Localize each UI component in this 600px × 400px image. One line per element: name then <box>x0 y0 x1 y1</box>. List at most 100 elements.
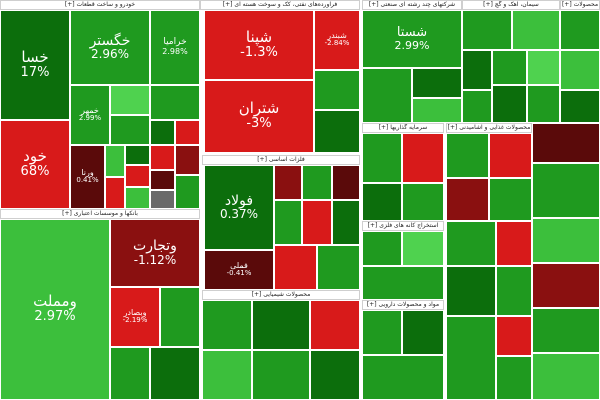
sector-header[interactable]: مواد و محصولات دارویی [+] <box>362 300 444 310</box>
sector-header[interactable]: فلزات اساسی [+] <box>202 155 360 165</box>
stock-tile-minor[interactable] <box>402 310 444 355</box>
stock-tile[interactable]: شتران -3% <box>204 80 314 153</box>
stock-tile-minor[interactable] <box>462 10 512 50</box>
stock-tile-minor[interactable] <box>489 178 532 221</box>
stock-tile[interactable]: شبندر -2.84% <box>314 10 360 70</box>
stock-tile-minor[interactable] <box>362 266 444 300</box>
stock-tile-minor[interactable] <box>302 200 332 245</box>
stock-tile-minor[interactable] <box>110 115 150 145</box>
stock-tile[interactable]: شستا 2.99% <box>362 10 462 68</box>
sector-header[interactable]: خودرو و ساخت قطعات [+] <box>0 0 200 10</box>
stock-tile-minor[interactable] <box>512 10 560 50</box>
stock-tile[interactable]: وبصادر -2.19% <box>110 287 160 347</box>
stock-tile-minor[interactable] <box>560 50 600 90</box>
sector-header[interactable]: شرکتهای چند رشته ای صنعتی [+] <box>362 0 462 10</box>
stock-tile-minor[interactable] <box>150 190 175 209</box>
stock-tile-minor[interactable] <box>175 145 200 175</box>
stock-tile-minor[interactable] <box>105 177 125 209</box>
stock-tile-minor[interactable] <box>332 165 360 200</box>
stock-tile-minor[interactable] <box>532 308 600 353</box>
stock-tile[interactable]: فملی -0.41% <box>204 250 274 290</box>
stock-tile-minor[interactable] <box>527 50 560 85</box>
stock-tile-minor[interactable] <box>532 353 600 400</box>
stock-tile-minor[interactable] <box>274 165 302 200</box>
sector-header[interactable]: سرمایه گذاریها [+] <box>362 123 444 133</box>
stock-tile[interactable]: خگستر 2.96% <box>70 10 150 85</box>
stock-tile-minor[interactable] <box>202 350 252 400</box>
stock-tile-minor[interactable] <box>362 231 402 266</box>
stock-tile-minor[interactable] <box>402 183 444 221</box>
stock-tile-minor[interactable] <box>202 300 252 350</box>
stock-tile-minor[interactable] <box>402 133 444 183</box>
stock-tile-minor[interactable] <box>532 218 600 263</box>
stock-tile-minor[interactable] <box>532 263 600 308</box>
stock-tile-minor[interactable] <box>462 50 492 90</box>
stock-tile-minor[interactable] <box>496 221 532 266</box>
stock-tile-minor[interactable] <box>362 310 402 355</box>
sector-header[interactable]: بانکها و موسسات اعتباری [+] <box>0 209 200 219</box>
stock-tile-minor[interactable] <box>560 10 600 50</box>
stock-tile-minor[interactable] <box>110 347 150 400</box>
stock-tile[interactable]: ورنا 0.41% <box>70 145 105 209</box>
stock-tile-minor[interactable] <box>317 245 360 290</box>
stock-tile-minor[interactable] <box>274 200 302 245</box>
stock-tile-minor[interactable] <box>412 68 462 98</box>
stock-tile[interactable]: شپنا -1.3% <box>204 10 314 80</box>
stock-tile-minor[interactable] <box>150 145 175 170</box>
stock-tile-minor[interactable] <box>252 300 310 350</box>
stock-tile-minor[interactable] <box>402 231 444 266</box>
stock-tile-minor[interactable] <box>496 266 532 316</box>
stock-tile-minor[interactable] <box>160 287 200 347</box>
stock-tile-minor[interactable] <box>110 85 150 115</box>
stock-tile-minor[interactable] <box>125 145 150 165</box>
stock-tile-minor[interactable] <box>150 120 175 145</box>
stock-tile[interactable]: خود 68% <box>0 120 70 209</box>
stock-tile-minor[interactable] <box>462 90 492 123</box>
stock-tile[interactable]: خمهر 2.99% <box>70 85 110 145</box>
stock-tile-minor[interactable] <box>150 347 200 400</box>
stock-tile[interactable]: ومملت 2.97% <box>0 219 110 400</box>
stock-tile-minor[interactable] <box>446 178 489 221</box>
stock-tile-minor[interactable] <box>362 133 402 183</box>
stock-tile[interactable]: خسا 17% <box>0 10 70 120</box>
stock-tile-minor[interactable] <box>532 163 600 218</box>
stock-tile-minor[interactable] <box>446 316 496 400</box>
sector-header[interactable]: استخراج کانه های فلزی [+] <box>362 221 444 231</box>
stock-tile-minor[interactable] <box>446 266 496 316</box>
stock-tile-minor[interactable] <box>125 187 150 209</box>
stock-tile-minor[interactable] <box>332 200 360 245</box>
stock-tile-minor[interactable] <box>175 175 200 209</box>
stock-tile[interactable]: وتجارت -1.12% <box>110 219 200 287</box>
stock-tile[interactable]: فولاد 0.37% <box>204 165 274 250</box>
stock-tile-minor[interactable] <box>314 70 360 110</box>
stock-tile-minor[interactable] <box>150 170 175 190</box>
stock-tile-minor[interactable] <box>446 133 489 178</box>
stock-tile-minor[interactable] <box>446 221 496 266</box>
stock-tile-minor[interactable] <box>175 120 200 145</box>
sector-header[interactable]: محصولات شیمیایی [+] <box>202 290 360 300</box>
sector-header[interactable]: سیمان، آهک و گچ [+] <box>462 0 560 10</box>
stock-tile-minor[interactable] <box>362 68 412 123</box>
sector-header[interactable]: محصولات غذایی و آشامیدنی [+] <box>446 123 532 133</box>
stock-tile-minor[interactable] <box>150 85 200 120</box>
stock-tile-minor[interactable] <box>310 350 360 400</box>
stock-tile-minor[interactable] <box>362 355 444 400</box>
stock-tile-minor[interactable] <box>492 85 527 123</box>
stock-tile-minor[interactable] <box>489 133 532 178</box>
sector-header[interactable]: فراورده‌های نفتی، کک و سوخت هسته ای [+] <box>200 0 360 10</box>
stock-tile-minor[interactable] <box>496 356 532 400</box>
stock-tile-minor[interactable] <box>125 165 150 187</box>
stock-tile-minor[interactable] <box>492 50 527 85</box>
sector-header[interactable]: محصولات [+] <box>560 0 600 10</box>
stock-tile-minor[interactable] <box>412 98 462 123</box>
stock-tile-minor[interactable] <box>302 165 332 200</box>
stock-tile-minor[interactable] <box>560 90 600 123</box>
stock-tile[interactable]: خراميا 2.98% <box>150 10 200 85</box>
stock-tile-minor[interactable] <box>527 85 560 123</box>
stock-tile-minor[interactable] <box>496 316 532 356</box>
stock-tile-minor[interactable] <box>532 123 600 163</box>
stock-tile-minor[interactable] <box>314 110 360 153</box>
stock-tile-minor[interactable] <box>105 145 125 177</box>
stock-tile-minor[interactable] <box>252 350 310 400</box>
stock-tile-minor[interactable] <box>310 300 360 350</box>
